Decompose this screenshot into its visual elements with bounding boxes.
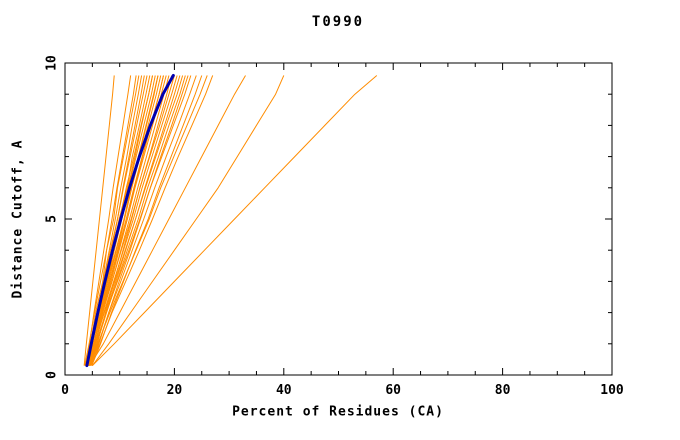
y-tick-label: 5 [45, 215, 60, 223]
model-line [84, 75, 140, 366]
model-line [86, 75, 192, 366]
model-line [91, 75, 378, 366]
x-tick-label: 60 [385, 383, 401, 398]
model-line [88, 75, 170, 366]
x-tick-label: 0 [61, 383, 69, 398]
model-line [86, 75, 184, 366]
model-line [83, 75, 115, 366]
y-tick-label: 0 [45, 371, 60, 379]
highlight-line [85, 73, 175, 368]
model-line [89, 75, 197, 366]
x-axis-label: Percent of Residues (CA) [232, 404, 444, 420]
x-tick-label: 40 [276, 383, 292, 398]
model-line [88, 75, 186, 366]
x-tick-label: 20 [167, 383, 183, 398]
model-line [91, 75, 285, 366]
model-line [86, 75, 137, 366]
model-line [85, 75, 175, 366]
x-tick-label: 80 [495, 383, 511, 398]
model-line [89, 75, 246, 366]
chart-title: T0990 [311, 14, 365, 30]
model-line [89, 75, 214, 366]
x-tick-label: 100 [600, 383, 624, 398]
model-line [88, 75, 208, 366]
y-tick-label: 10 [45, 55, 60, 71]
plot-frame [64, 62, 613, 376]
